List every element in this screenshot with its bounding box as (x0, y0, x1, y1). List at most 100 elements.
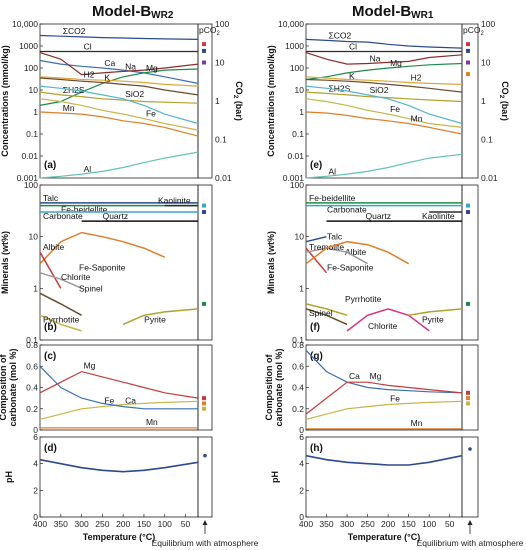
y-axis-title: pH (270, 471, 280, 483)
mineral-series-label: Fe-beidellite (61, 205, 108, 215)
x-tick-label: 350 (319, 519, 333, 529)
mineral-series-label: Chlorite (61, 272, 91, 282)
conc-series-line-H2 (39, 76, 199, 87)
conc-series-label: Ca (104, 58, 115, 68)
mineral-series-label: Fe-Saponite (79, 263, 126, 273)
y-tick-label: 6 (33, 432, 38, 442)
carbonate-series-line-Fe (305, 400, 463, 420)
equilibrium-label: Equilibrium with atmosphere (152, 538, 259, 548)
x-tick-label: 300 (74, 519, 88, 529)
ph-series-line (305, 454, 463, 466)
mineral-series-line-Albite (39, 251, 62, 289)
y-tick-label: 1000 (285, 41, 304, 51)
conc-series-line-SiO2 (39, 85, 199, 125)
x-tick-label: 150 (402, 519, 416, 529)
y2-tick-label: 10 (215, 58, 225, 68)
y-tick-label: 0.1 (292, 129, 304, 139)
y-tick-label: 0.8 (292, 340, 304, 350)
mineral-series-label: Pyrrhotite (43, 314, 80, 324)
y-axis-title: carbonate (mol %) (8, 348, 18, 426)
y2-tick-label: 100 (215, 19, 229, 29)
mineral-series-line-Chlorite (39, 272, 82, 289)
y-tick-label: 6 (299, 432, 304, 442)
mineral-series-line-Pyrite (408, 308, 463, 317)
y-tick-label: 0 (33, 425, 38, 435)
mineral-equilibrium-marker (466, 301, 470, 306)
co2-axis-title-part: (bar) (500, 98, 510, 121)
chart-title-subscript: WR1 (411, 10, 434, 21)
mineral-series-line-Talc (305, 235, 327, 243)
pco2-equilibrium-marker (202, 42, 206, 47)
co2-axis-title-part: CO (234, 81, 244, 95)
y-tick-label: 4 (299, 459, 304, 469)
chart-title-subscript: WR2 (151, 10, 174, 21)
mineral-series-label: Talc (43, 193, 59, 203)
y-tick-label: 0.1 (292, 335, 304, 345)
y-tick-label: 100 (24, 180, 38, 190)
model-wr2: Model-BWR2(a)(b)(c)(d)10,00010001001010.… (0, 3, 259, 548)
y-tick-label: 2 (299, 485, 304, 495)
y-tick-label: 0.001 (17, 173, 39, 183)
mineral-series-label: Albite (43, 242, 65, 252)
y-tick-label: 0.8 (26, 340, 38, 350)
carbonate-equilibrium-marker (202, 401, 206, 406)
y-tick-label: 10 (29, 232, 39, 242)
equilibrium-frame-carbonate (461, 344, 479, 431)
y-tick-label: 0 (33, 512, 38, 522)
x-tick-label: 50 (445, 519, 455, 529)
y-axis-title: Minerals (wt%) (0, 231, 10, 294)
y-tick-label: 0.6 (26, 361, 38, 371)
mineral-series-label: Chlorite (368, 321, 398, 331)
chart-title-text: Model-B (92, 3, 151, 20)
y-tick-label: 2 (33, 485, 38, 495)
y-tick-label: 0.2 (292, 404, 304, 414)
carbonate-equilibrium-marker (466, 396, 470, 401)
y-tick-label: 100 (24, 63, 38, 73)
pco2-text: pCO (463, 25, 481, 35)
mineral-series-line-Pyrrhotite (305, 303, 348, 317)
conc-series-label: Mg (390, 58, 402, 68)
co2-axis-title-part: 2 (232, 95, 239, 99)
y2-tick-label: 0.1 (215, 135, 227, 145)
mineral-series-label: Pyrrhotite (345, 294, 382, 304)
mineral-series-label: Fe-beidellite (309, 193, 356, 203)
mineral-series-line-Spinel (305, 308, 348, 326)
carbonate-series-line-Mg (305, 381, 463, 415)
y-axis-title: carbonate (mol %) (274, 348, 284, 426)
y-tick-label: 10,000 (12, 19, 38, 29)
y-tick-label: 0.01 (21, 151, 38, 161)
mineral-series-label: Pyrite (144, 314, 166, 324)
x-tick-label: 100 (158, 519, 172, 529)
pco2-subscript: 2 (216, 31, 220, 37)
y-tick-label: 10 (29, 85, 39, 95)
pco2-equilibrium-marker (202, 48, 206, 53)
y-tick-label: 0 (299, 425, 304, 435)
conc-series-line-ΣCO2 (39, 34, 199, 40)
conc-series-label: SiO2 (370, 85, 389, 95)
carbonate-series-label: Mg (370, 371, 382, 381)
y-tick-label: 0.4 (26, 383, 38, 393)
equilibrium-frame-conc (197, 23, 213, 179)
mineral-series-line-Fe-Saponite (39, 231, 166, 265)
pco2-equilibrium-marker (466, 60, 470, 65)
carbonate-series-label: Mn (411, 418, 423, 428)
mineral-series-label: Talc (327, 232, 343, 242)
conc-series-line-SiO2 (305, 85, 463, 125)
y2-tick-label: 1 (215, 96, 220, 106)
panel-tag: (h) (310, 443, 323, 454)
equilibrium-label: Equilibrium with atmosphere (417, 538, 524, 548)
equilibrium-frame-carbonate (197, 344, 213, 431)
mineral-series-label: Kaolinite (422, 211, 455, 221)
conc-series-line-Al (39, 151, 199, 179)
model-wr1: Model-BWR1(e)(f)(g)(h)10,00010001001010.… (264, 3, 524, 548)
mineral-equilibrium-marker (202, 210, 206, 215)
y2-tick-label: 0.01 (481, 173, 498, 183)
x-tick-label: 300 (340, 519, 354, 529)
y2-tick-label: 10 (481, 58, 491, 68)
mineral-equilibrium-marker (202, 301, 206, 306)
conc-series-label: ΣCO2 (63, 26, 86, 36)
y-axis-title: Concentrations (mmol/kg) (266, 45, 276, 157)
conc-series-line-Fe (39, 98, 199, 131)
y-tick-label: 0.01 (287, 151, 304, 161)
co2-axis-title-part: (bar) (234, 98, 244, 121)
